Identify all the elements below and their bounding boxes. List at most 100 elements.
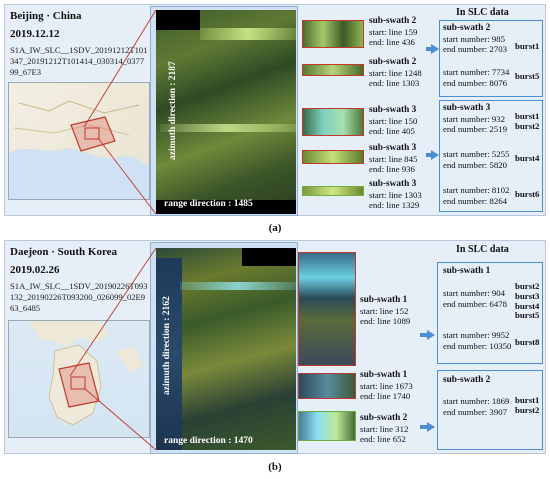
slc-start: start number: 9952 [443,330,510,340]
subswath-crop-a2 [302,64,364,76]
subswath-title: sub-swath 2 [369,57,417,67]
subswath-end: end: line 405 [369,126,415,136]
subswath-crop-b3 [298,411,356,441]
subswath-info-b3: sub-swath 2 start: line 312 end: line 65… [360,412,408,445]
filename-b: S1A_IW_SLC__1SDV_20190226T093132_2019022… [10,281,148,313]
slc-group-title: sub-swath 3 [443,103,491,113]
subswath-end: end: line 436 [369,37,415,47]
subswath-title: sub-swath 3 [369,105,417,115]
slc-group-title: sub-swath 2 [443,375,491,385]
subswath-crop-b1 [298,252,356,366]
caption-a: (a) [268,222,282,234]
sar-highlight-band-b [180,282,296,290]
slc-group-b2: sub-swath 2 [443,374,490,386]
map-beijing-drawing [9,100,149,199]
slc-entry-a2c: start number: 8102 end number: 8264 [443,185,509,206]
subswath-title: sub-swath 3 [369,179,417,189]
slc-start: start number: 7734 [443,67,510,77]
slc-box-a2 [439,100,543,212]
slc-end: end number: 3907 [443,406,508,417]
map-beijing [8,82,150,200]
burst-label: burst1 burst2 [515,111,540,131]
arrow-b2 [427,422,435,432]
subswath-start: start: line 312 [360,423,409,434]
subswath-crop-a1 [302,20,364,48]
burst-label: burst1 [515,41,540,51]
burst-label: burst8 [515,337,540,347]
burst-label: burst4 [515,153,540,163]
slc-end: end number: 10350 [443,340,512,351]
subswath-info-a1: sub-swath 2 start: line 159 end: line 43… [369,15,417,48]
slc-start: start number: 1869 [443,396,510,406]
map-korea-drawing [29,321,143,426]
range-label-b: range direction : 1470 [164,436,253,446]
slc-entry-a2b: start number: 5255 end number: 5820 [443,149,509,170]
subswath-title: sub-swath 1 [360,295,408,305]
slc-end: end number: 2703 [443,44,508,54]
sar-highlight-band-a2 [160,124,296,132]
subswath-start: start: line 845 [369,153,418,164]
slc-start: start number: 985 [443,33,506,44]
subswath-end: end: line 1089 [360,316,411,326]
sar-image-a [156,10,296,214]
slc-end: end number: 8264 [443,195,508,206]
arrow-a1 [431,44,439,54]
subswath-info-b2: sub-swath 1 start: line 1673 end: line 1… [360,369,413,402]
date-label-b: 2019.02.26 [10,264,60,276]
subswath-info-a2: sub-swath 2 start: line 1248 end: line 1… [369,56,422,89]
slc-end: end number: 8076 [443,77,508,88]
sar-nodata-corner-b [242,248,296,266]
subswath-title: sub-swath 3 [369,143,417,153]
subswath-crop-a3 [302,108,364,136]
burst-label: burst6 [515,189,540,199]
slc-end: end number: 2519 [443,124,508,134]
sar-water-b [156,258,182,450]
subswath-title: sub-swath 2 [360,413,408,423]
sar-nodata-corner-a [156,10,200,30]
slc-entry-b1a: start number: 904 end number: 6478 [443,288,507,309]
subswath-start: start: line 1248 [369,67,422,78]
subswath-info-a3: sub-swath 3 start: line 150 end: line 40… [369,104,417,137]
subswath-start: start: line 1673 [360,380,413,391]
slc-box-a1 [439,20,543,97]
slc-end: end number: 6478 [443,298,508,309]
subswath-info-a5: sub-swath 3 start: line 1303 end: line 1… [369,178,422,211]
subswath-end: end: line 1303 [369,78,420,88]
map-korea [8,320,150,438]
arrow-b1 [427,330,435,340]
location-label-a: Beijing · China [10,10,82,22]
slc-start: start number: 904 [443,288,506,298]
filename-a: S1A_IW_SLC__1SDV_20191212T101347_2019121… [10,45,148,77]
subswath-start: start: line 152 [360,305,409,316]
slc-group-title: sub-swath 1 [443,266,491,276]
slc-group-a1: sub-swath 2 start number: 985 end number… [443,22,507,55]
slc-entry-b2a: start number: 1869 end number: 3907 [443,396,509,417]
subswath-info-b1: sub-swath 1 start: line 152 end: line 10… [360,294,410,327]
sar-highlight-band-a1 [200,28,296,40]
subswath-end: end: line 936 [369,164,415,174]
subswath-start: start: line 159 [369,26,418,37]
range-label-a: range direction : 1485 [164,199,253,209]
slc-box-b2 [437,370,543,450]
slc-start: start number: 8102 [443,185,510,195]
arrow-stem-b2 [420,425,428,429]
subswath-crop-a4 [302,150,364,164]
subswath-end: end: line 1740 [360,391,411,401]
arrow-a2 [431,150,439,160]
slc-box-b1 [437,262,543,364]
subswath-start: start: line 150 [369,115,418,126]
slc-entry-a1b: start number: 7734 end number: 8076 [443,67,509,88]
arrow-stem-a1 [426,47,432,51]
sar-nodata-bottom-a [156,200,296,214]
location-label-b: Daejeon · South Korea [10,246,118,258]
subswath-crop-b2 [298,373,356,399]
subswath-title: sub-swath 2 [369,16,417,26]
slc-end: end number: 5820 [443,159,508,170]
slc-title-b: In SLC data [456,244,509,255]
caption-b: (b) [268,461,282,473]
subswath-end: end: line 1329 [369,200,420,210]
slc-group-title: sub-swath 2 [443,23,491,33]
subswath-end: end: line 652 [360,434,406,444]
slc-title-a: In SLC data [456,7,509,18]
